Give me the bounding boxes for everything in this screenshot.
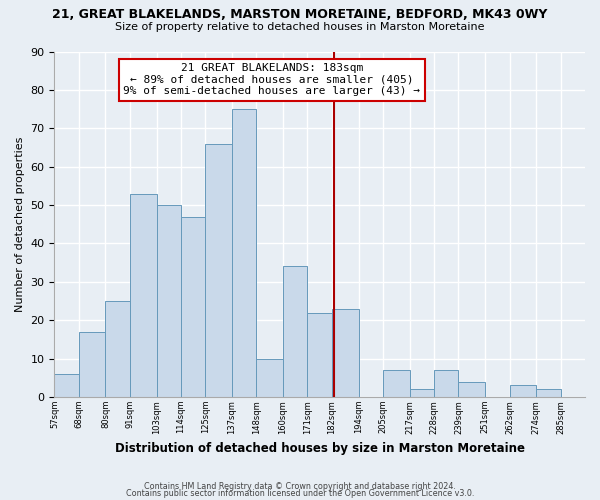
Y-axis label: Number of detached properties: Number of detached properties [15, 136, 25, 312]
Bar [130, 194, 157, 397]
Bar [106, 301, 130, 397]
Bar [181, 216, 205, 397]
Text: Size of property relative to detached houses in Marston Moretaine: Size of property relative to detached ho… [115, 22, 485, 32]
Bar [55, 374, 79, 397]
Bar [256, 358, 283, 397]
X-axis label: Distribution of detached houses by size in Marston Moretaine: Distribution of detached houses by size … [115, 442, 525, 455]
Bar [283, 266, 307, 397]
Bar [332, 308, 359, 397]
Bar [307, 312, 332, 397]
Bar [232, 109, 256, 397]
Bar [509, 386, 536, 397]
Bar [157, 205, 181, 397]
Bar [434, 370, 458, 397]
Bar [79, 332, 106, 397]
Bar [205, 144, 232, 397]
Text: 21, GREAT BLAKELANDS, MARSTON MORETAINE, BEDFORD, MK43 0WY: 21, GREAT BLAKELANDS, MARSTON MORETAINE,… [52, 8, 548, 20]
Text: Contains HM Land Registry data © Crown copyright and database right 2024.: Contains HM Land Registry data © Crown c… [144, 482, 456, 491]
Bar [536, 390, 560, 397]
Text: Contains public sector information licensed under the Open Government Licence v3: Contains public sector information licen… [126, 489, 474, 498]
Bar [410, 390, 434, 397]
Bar [383, 370, 410, 397]
Bar [458, 382, 485, 397]
Text: 21 GREAT BLAKELANDS: 183sqm
← 89% of detached houses are smaller (405)
9% of sem: 21 GREAT BLAKELANDS: 183sqm ← 89% of det… [124, 63, 421, 96]
